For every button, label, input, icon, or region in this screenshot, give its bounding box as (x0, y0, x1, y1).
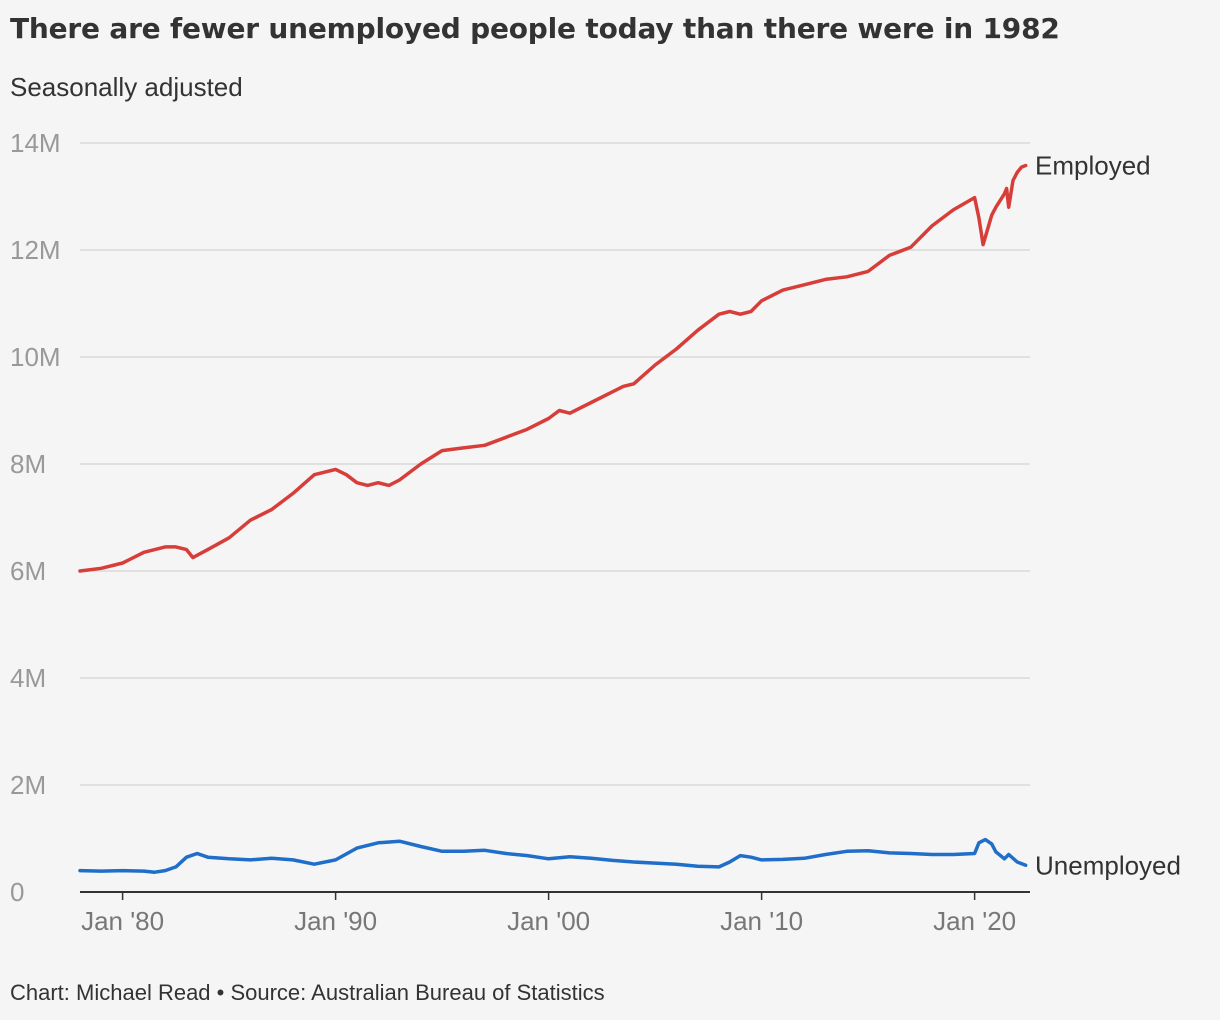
chart-subtitle: Seasonally adjusted (10, 72, 243, 102)
y-tick-label: 12M (10, 235, 61, 265)
x-tick-label: Jan '00 (507, 906, 590, 936)
y-tick-label: 4M (10, 663, 46, 693)
series-line-employed (78, 163, 1028, 573)
y-tick-label: 2M (10, 770, 46, 800)
y-tick-label: 6M (10, 556, 46, 586)
y-tick-label: 8M (10, 449, 46, 479)
chart-title: There are fewer unemployed people today … (10, 12, 1060, 45)
series-labels: Employed Unemployed (1035, 150, 1181, 880)
y-tick-label: 14M (10, 128, 61, 158)
series-lines (78, 163, 1028, 874)
x-axis-ticks: Jan '80 Jan '90 Jan '00 Jan '10 Jan '20 (81, 892, 1016, 936)
x-tick-label: Jan '20 (933, 906, 1016, 936)
x-tick-label: Jan '80 (81, 906, 164, 936)
y-tick-label: 10M (10, 342, 61, 372)
series-label-employed: Employed (1035, 150, 1151, 180)
x-tick-label: Jan '90 (294, 906, 377, 936)
series-label-unemployed: Unemployed (1035, 850, 1181, 880)
x-tick-label: Jan '10 (720, 906, 803, 936)
y-tick-label: 0 (10, 877, 24, 907)
chart-source-credit: Chart: Michael Read • Source: Australian… (10, 980, 605, 1005)
gridlines (80, 142, 1030, 893)
y-axis-ticks: 0 2M 4M 6M 8M 10M 12M 14M (10, 128, 61, 907)
series-line-unemployed (78, 837, 1028, 874)
